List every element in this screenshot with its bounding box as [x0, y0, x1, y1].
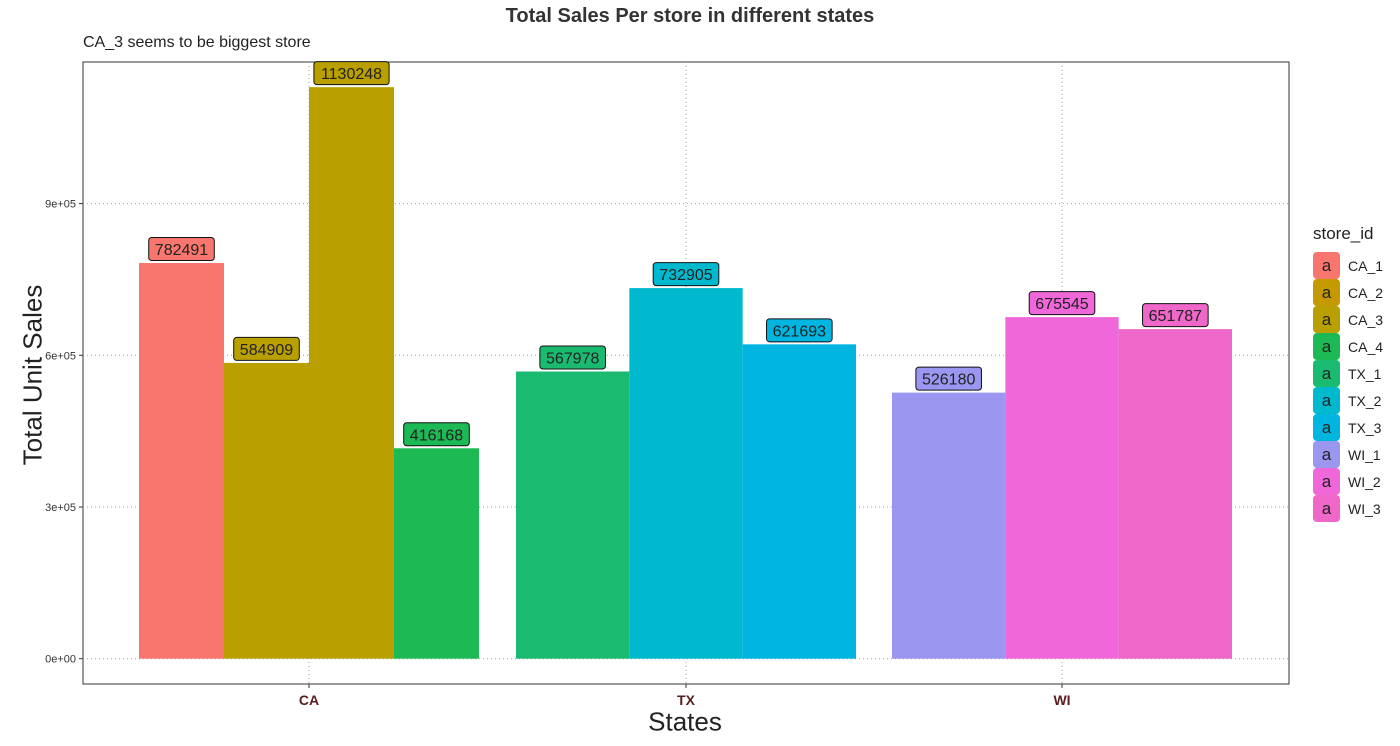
data-label: 1130248	[321, 66, 382, 83]
y-tick-label: 3e+05	[45, 502, 76, 514]
legend-item: a CA_2	[1313, 279, 1383, 306]
data-label: 416168	[410, 427, 463, 444]
x-tick-label: CA	[299, 692, 319, 708]
data-label-box	[148, 237, 215, 262]
data-label-box	[1142, 303, 1209, 328]
data-label-box	[915, 366, 982, 391]
legend-label: TX_2	[1348, 392, 1382, 409]
data-label: 567978	[546, 350, 599, 367]
chart-title: Total Sales Per store in different state…	[505, 5, 875, 27]
bar-tx-3	[742, 344, 856, 659]
bar-ca-1	[139, 263, 224, 659]
bar-ca-3	[309, 87, 394, 659]
y-tick-label: 9e+05	[45, 199, 76, 211]
legend-item: a CA_1	[1313, 252, 1383, 279]
data-label: 782491	[155, 242, 208, 259]
legend-item: a CA_3	[1313, 306, 1383, 333]
bar-tx-2	[629, 288, 743, 659]
legend-key: a	[1313, 468, 1340, 495]
data-label-box	[403, 422, 470, 447]
x-axis-title: States	[648, 706, 722, 737]
data-label-box	[313, 61, 390, 86]
data-label-box	[1028, 291, 1096, 316]
legend-item: a CA_4	[1313, 333, 1383, 360]
data-label-box	[766, 318, 833, 343]
legend-item: a TX_1	[1313, 360, 1383, 387]
bar-ca-2	[224, 362, 309, 659]
legend-label: TX_3	[1348, 419, 1382, 436]
legend-key: a	[1313, 495, 1340, 522]
chart-subtitle: CA_3 seems to be biggest store	[83, 34, 311, 51]
data-label-box	[539, 345, 606, 370]
legend-label: WI_3	[1348, 500, 1381, 517]
legend-item: a TX_3	[1313, 414, 1383, 441]
legend-label: TX_1	[1348, 365, 1382, 382]
legend-key: a	[1313, 441, 1340, 468]
y-tick-label: 6e+05	[45, 350, 76, 362]
data-label: 584909	[240, 342, 293, 359]
data-label: 675545	[1035, 296, 1088, 313]
legend-item: a WI_2	[1313, 468, 1383, 495]
data-label: 526180	[922, 372, 975, 389]
y-tick-label: 0e+00	[45, 654, 76, 666]
data-label: 651787	[1149, 308, 1202, 325]
legend-key: a	[1313, 252, 1340, 279]
bar-wi-3	[1118, 329, 1232, 659]
legend-label: CA_4	[1348, 338, 1384, 355]
legend-label: CA_2	[1348, 284, 1384, 301]
legend-key: a	[1313, 279, 1340, 306]
legend-label: WI_1	[1348, 446, 1381, 463]
y-axis-title: Total Unit Sales	[17, 284, 48, 466]
x-tick-label: WI	[1053, 692, 1070, 708]
data-label: 621693	[773, 323, 826, 340]
data-label: 732905	[659, 267, 712, 284]
legend: store_id a CA_1 a CA_2 a CA_3 a CA_4 a TX_1 a TX_2 a…	[1313, 224, 1383, 522]
legend-key: a	[1313, 414, 1340, 441]
legend-label: CA_1	[1348, 257, 1384, 274]
legend-key: a	[1313, 387, 1340, 414]
legend-item: a TX_2	[1313, 387, 1383, 414]
data-label-box	[233, 336, 300, 361]
data-label-box	[652, 262, 720, 287]
bar-wi-2	[1005, 317, 1119, 659]
legend-item: a WI_1	[1313, 441, 1383, 468]
bar-ca-4	[394, 448, 479, 659]
bar-tx-1	[516, 371, 630, 659]
bar-wi-1	[892, 392, 1006, 659]
legend-key: a	[1313, 360, 1340, 387]
legend-key: a	[1313, 333, 1340, 360]
legend-label: WI_2	[1348, 473, 1381, 490]
legend-title: store_id	[1313, 224, 1374, 243]
x-tick-label: TX	[677, 692, 696, 708]
legend-key: a	[1313, 306, 1340, 333]
legend-item: a WI_3	[1313, 495, 1383, 522]
legend-label: CA_3	[1348, 311, 1384, 328]
